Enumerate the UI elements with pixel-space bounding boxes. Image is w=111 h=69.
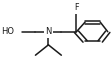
Text: F: F <box>74 3 79 12</box>
Text: HO: HO <box>1 27 14 36</box>
Text: N: N <box>45 27 52 36</box>
